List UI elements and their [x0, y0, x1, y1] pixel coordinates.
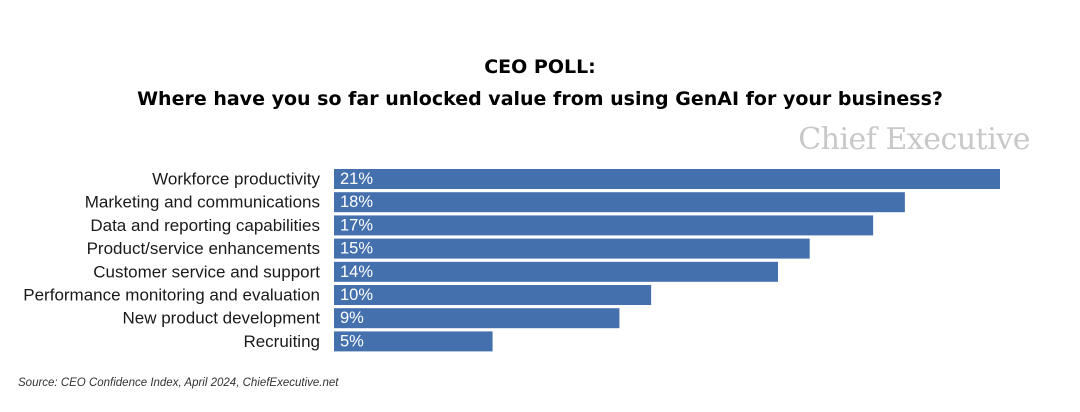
source-note: Source: CEO Confidence Index, April 2024… [18, 377, 339, 389]
value-label-2: 18% [340, 193, 373, 211]
category-label-3: Data and reporting capabilities [90, 216, 320, 235]
value-label-7: 9% [340, 309, 364, 327]
category-label-2: Marketing and communications [85, 193, 320, 212]
bar-7 [334, 308, 620, 329]
category-label-1: Workforce productivity [152, 170, 320, 189]
category-label-6: Performance monitoring and evaluation [23, 286, 320, 305]
value-label-1: 21% [340, 170, 373, 188]
category-label-5: Customer service and support [93, 262, 320, 281]
bar-8 [334, 331, 493, 352]
chart-title: CEO POLL: [484, 56, 596, 78]
value-label-6: 10% [340, 286, 373, 304]
bar-3 [334, 215, 874, 236]
bar-4 [334, 238, 810, 259]
value-label-3: 17% [340, 216, 373, 234]
category-label-7: New product development [122, 309, 320, 328]
bar-6 [334, 285, 652, 305]
bars: Workforce productivity 21% Marketing and c… [23, 169, 1000, 352]
category-label-8: Recruiting [243, 332, 320, 351]
bar-2 [334, 192, 905, 213]
value-label-4: 15% [340, 240, 373, 258]
value-label-8: 5% [340, 332, 364, 350]
category-label-4: Product/service enhancements [87, 239, 320, 258]
chart-subtitle: Where have you so far unlocked value fro… [137, 88, 943, 110]
bar-5 [334, 261, 778, 282]
bar-1 [334, 169, 1000, 189]
value-label-5: 14% [340, 263, 373, 281]
chief-executive-logo: Chief Executive [798, 122, 1030, 157]
